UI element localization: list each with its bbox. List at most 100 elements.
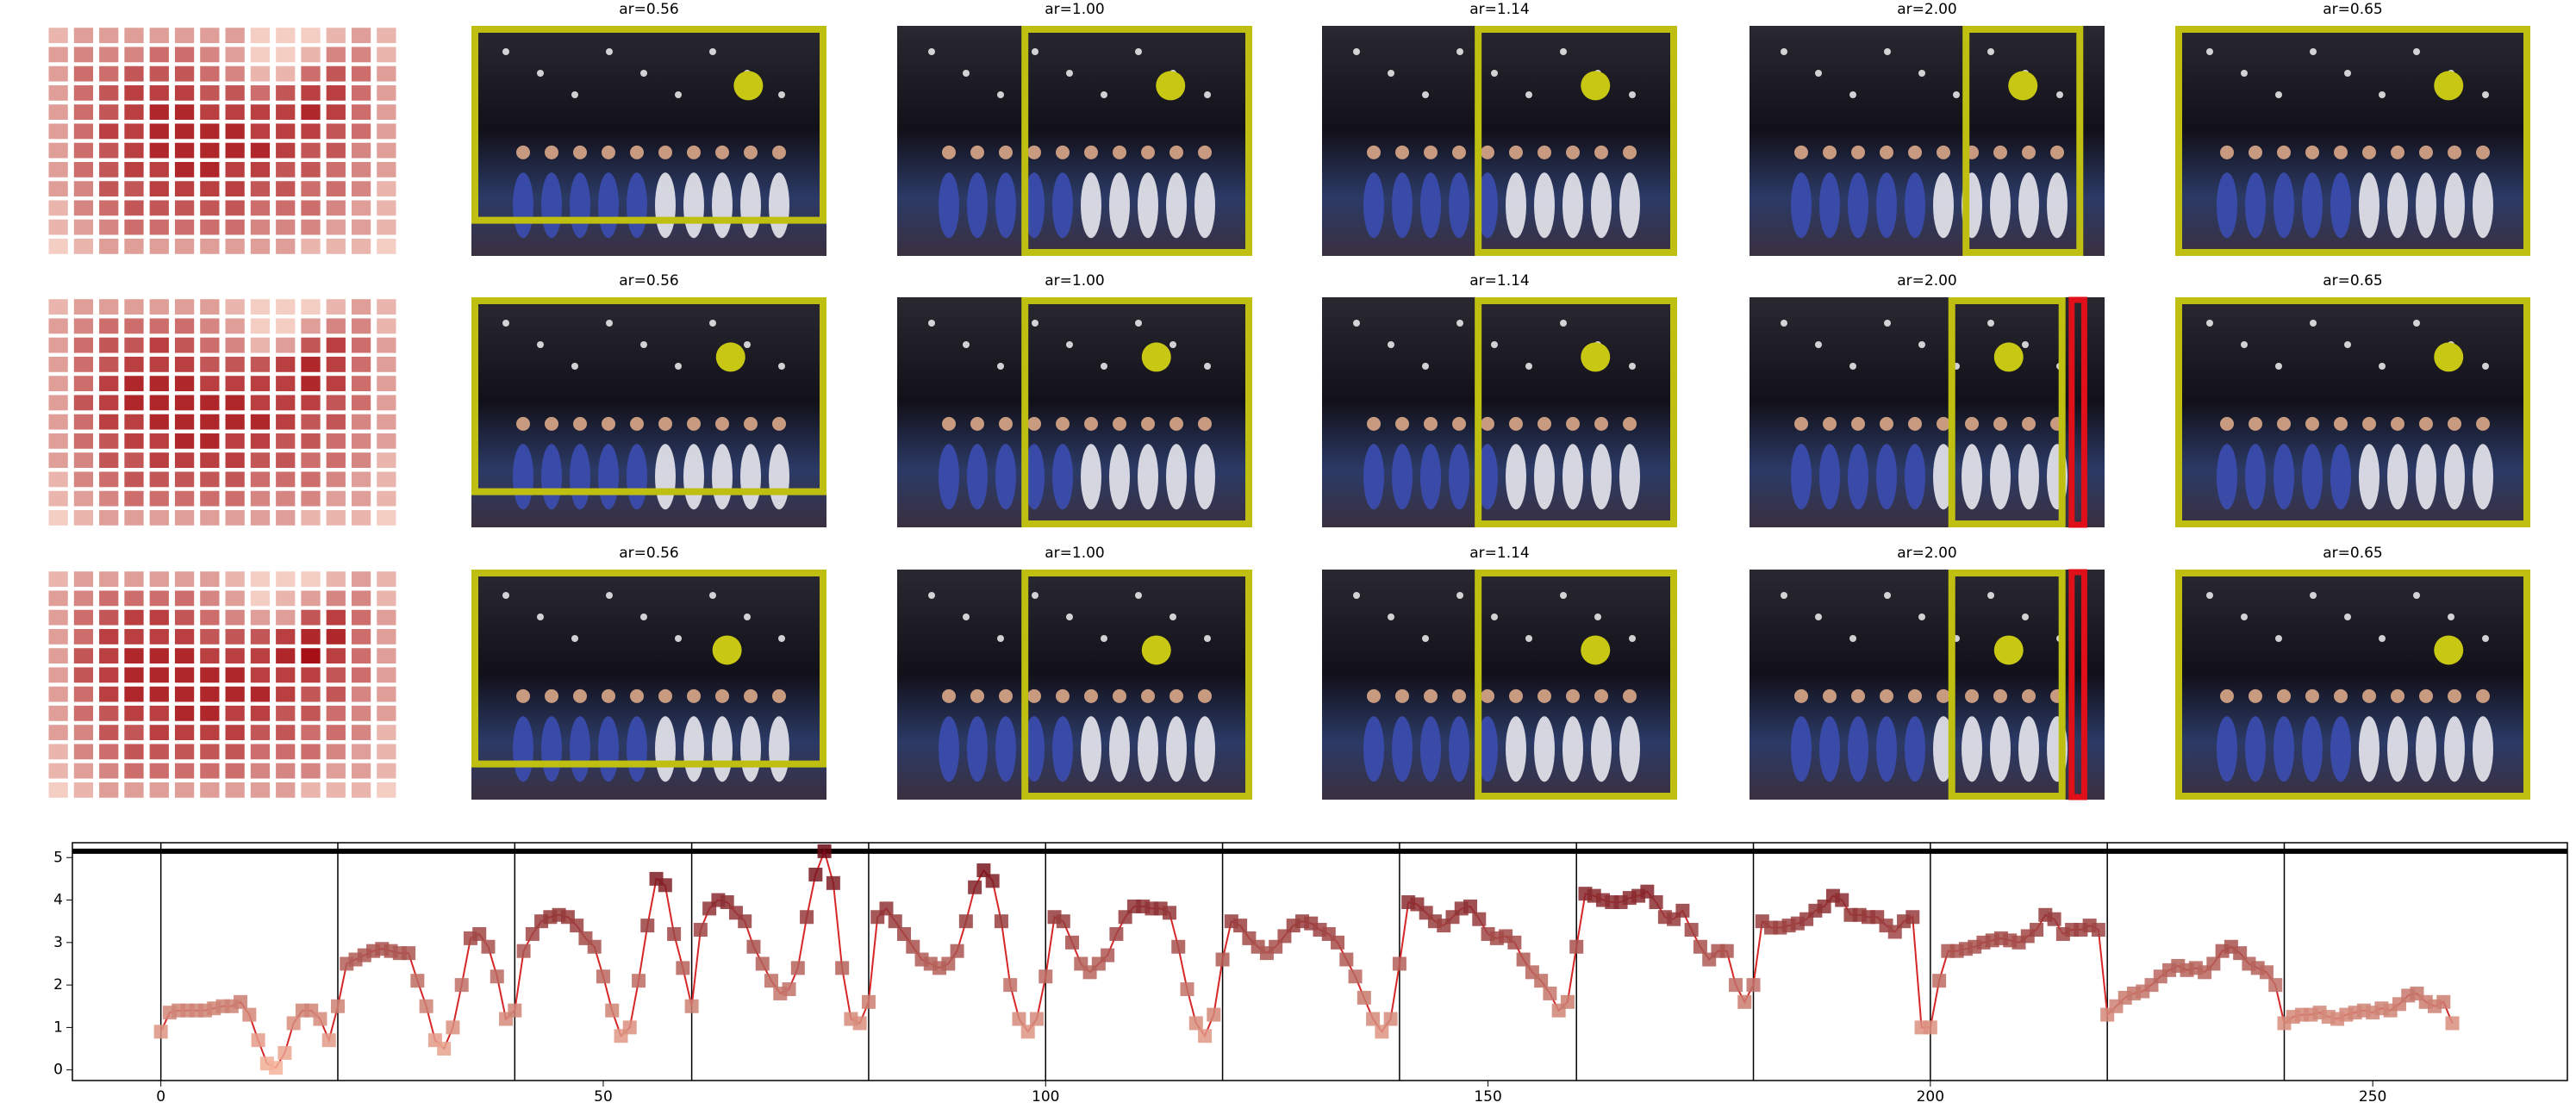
light [2413, 48, 2420, 55]
heatmap-cell [225, 356, 245, 372]
heatmap-cell [149, 571, 169, 588]
heatmap-cell [351, 590, 371, 607]
light [1849, 635, 1856, 642]
heatmap-cell [326, 725, 346, 741]
marker [1640, 884, 1655, 899]
heatmap-cell [276, 84, 296, 101]
heatmap-cell [124, 84, 144, 101]
heatmap-cell [200, 686, 220, 702]
figure [1420, 444, 1441, 510]
heatmap-cell [99, 433, 119, 449]
figure-head [2476, 145, 2490, 159]
light [2413, 320, 2420, 327]
heatmap-cell [73, 609, 94, 626]
heatmap-cell [276, 356, 296, 372]
heatmap-cell [200, 471, 220, 488]
marker [879, 901, 894, 916]
heatmap-cell [301, 65, 321, 82]
marker [437, 1042, 452, 1056]
heatmap-cell [48, 84, 68, 101]
light [1032, 48, 1039, 55]
figure-head [1823, 688, 1837, 703]
heatmap-cell [174, 433, 195, 449]
light [1456, 592, 1463, 599]
figure-head [2448, 416, 2461, 431]
yellow-box [471, 297, 826, 495]
marker [570, 919, 584, 933]
heatmap-cell [124, 28, 144, 44]
marker [278, 1045, 292, 1060]
heatmap-cell [351, 490, 371, 507]
light [1101, 363, 1107, 370]
light [1388, 341, 1394, 348]
marker [1101, 948, 1115, 962]
heatmap-cell [149, 667, 169, 683]
figure [1506, 444, 1526, 510]
figure-head [1027, 145, 1041, 159]
heatmap-cell [326, 84, 346, 101]
heatmap-cell [149, 490, 169, 507]
heatmap-cell [99, 782, 119, 798]
figure [995, 716, 1016, 782]
figure [570, 444, 590, 510]
marker [906, 939, 920, 954]
marker [658, 878, 672, 893]
heatmap-cell [73, 571, 94, 588]
heatmap-cell [250, 590, 271, 607]
heatmap-cell [149, 238, 169, 254]
heatmap-cell [73, 142, 94, 159]
heatmap-cell [99, 123, 119, 140]
heatmap-cell [73, 356, 94, 372]
heatmap-cell [326, 490, 346, 507]
heatmap-cell [174, 318, 195, 334]
figure-head [1367, 416, 1381, 431]
figure-head [2022, 688, 2036, 703]
heatmap-cell [99, 744, 119, 760]
heatmap-cell [48, 47, 68, 63]
figure-head [1056, 145, 1070, 159]
marker [720, 895, 734, 909]
light [2206, 320, 2213, 327]
heatmap-cell [48, 452, 68, 469]
light [1525, 363, 1532, 370]
heatmap-cell [250, 571, 271, 588]
light [537, 614, 544, 620]
heatmap-cell [377, 84, 396, 101]
heatmap-cell [377, 161, 396, 178]
heatmap-cell [124, 123, 144, 140]
figure-head [687, 688, 701, 703]
figure [1819, 444, 1840, 510]
heatmap-cell [124, 490, 144, 507]
light [997, 635, 1004, 642]
figure-head [2362, 416, 2376, 431]
heatmap-cell [377, 471, 396, 488]
light [2022, 614, 2029, 620]
heatmap-cell [73, 414, 94, 430]
figure [655, 716, 676, 782]
marker [1719, 944, 1734, 958]
heatmap-cell [326, 200, 346, 216]
light [1353, 48, 1360, 55]
marker [1675, 903, 1690, 918]
heatmap-cell [276, 452, 296, 469]
light [2379, 635, 2386, 642]
yellow-box [1948, 570, 2066, 800]
figure [2018, 716, 2039, 782]
figure [2302, 172, 2323, 239]
light [675, 363, 682, 370]
marker [321, 1033, 336, 1048]
marker [1729, 978, 1743, 993]
heatmap-cell [250, 376, 271, 392]
light [928, 48, 935, 55]
figure-head [1937, 416, 1950, 431]
figure [598, 172, 619, 239]
heatmap-cell [73, 65, 94, 82]
light [1169, 614, 1176, 620]
marker [1215, 952, 1230, 967]
figure-head [2249, 416, 2262, 431]
light [1456, 48, 1463, 55]
figure [2416, 172, 2436, 239]
heatmap-cell [149, 395, 169, 411]
marker [1932, 974, 1947, 988]
heatmap-cell [149, 628, 169, 645]
